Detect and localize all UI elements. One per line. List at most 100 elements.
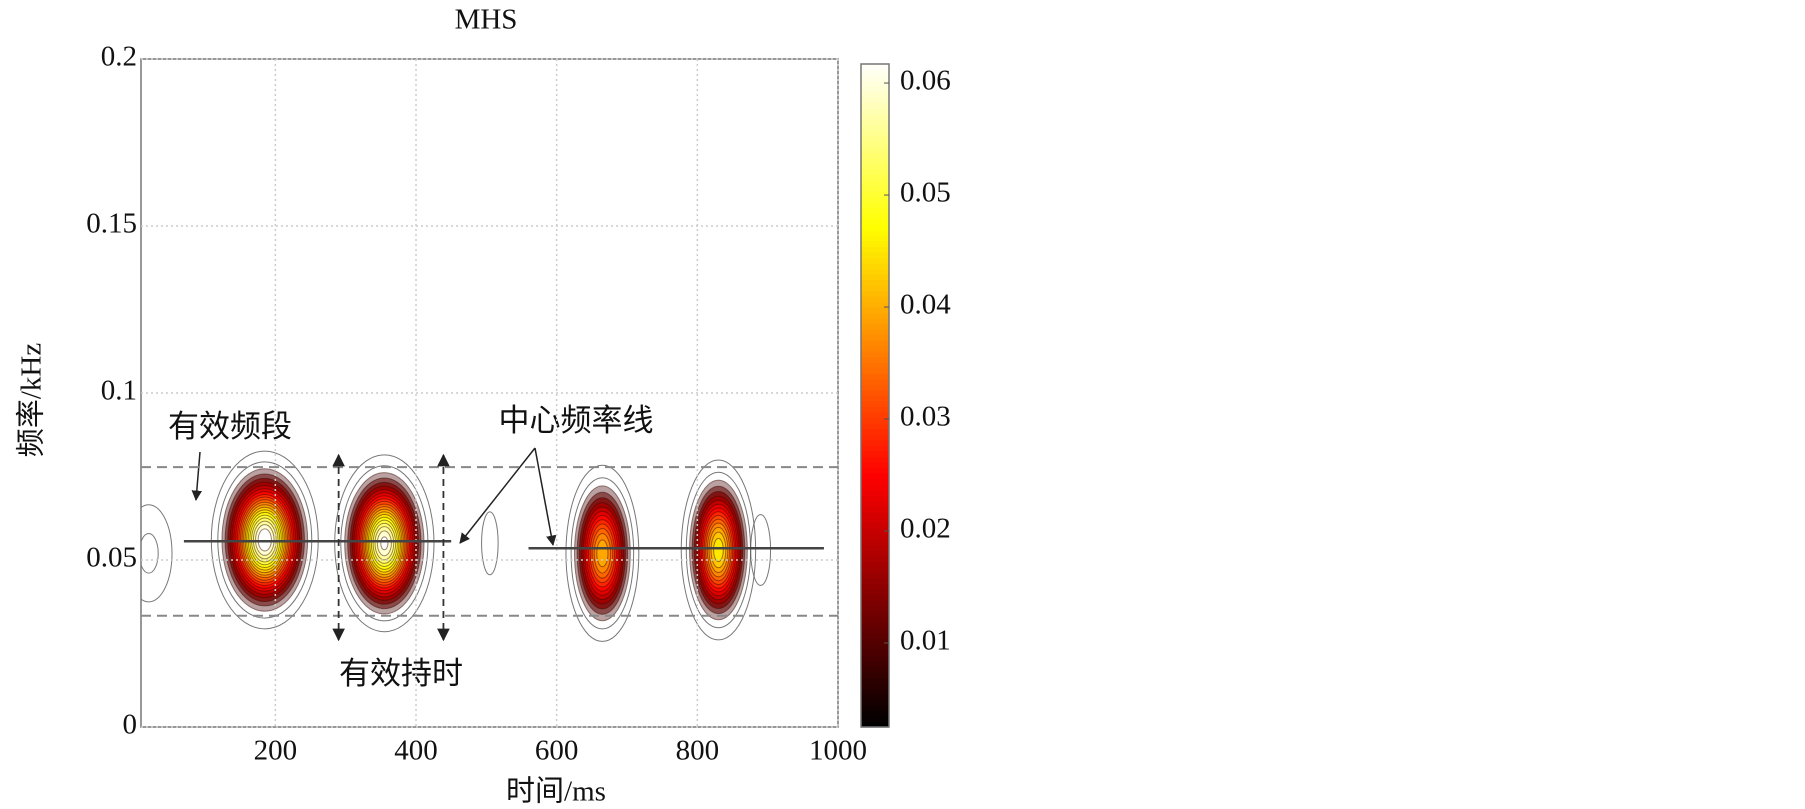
colorbar-cell — [861, 594, 889, 601]
colorbar-cell — [861, 633, 889, 640]
colorbar-cell — [861, 461, 889, 468]
colorbar-cell — [861, 688, 889, 695]
colorbar-cell — [861, 323, 889, 330]
colorbar-cell — [861, 555, 889, 562]
y-tick-label: 0.2 — [101, 41, 137, 73]
colorbar-cell — [861, 196, 889, 203]
x-tick-label: 800 — [676, 735, 720, 767]
colorbar-tick-label: 0.02 — [900, 513, 951, 545]
colorbar-cell — [861, 152, 889, 159]
colorbar-cell — [861, 119, 889, 126]
colorbar-cell — [861, 638, 889, 645]
x-tick-label: 1000 — [809, 735, 867, 767]
colorbar-cell — [861, 467, 889, 474]
colorbar-tick-label: 0.05 — [900, 177, 951, 209]
colorbar-cell — [861, 472, 889, 479]
colorbar-cell — [861, 378, 889, 386]
colorbar-cell — [861, 174, 889, 181]
colorbar-cell — [861, 682, 889, 689]
colorbar-cell — [861, 417, 889, 424]
colorbar-cell — [861, 671, 889, 678]
colorbar-cell — [861, 285, 889, 292]
colorbar-cell — [861, 577, 889, 584]
colorbar-cell — [861, 64, 889, 71]
colorbar-cell — [861, 423, 889, 430]
contour — [141, 533, 159, 574]
colorbar-cell — [861, 240, 889, 247]
colorbar-cell — [861, 340, 889, 347]
y-tick-label: 0.1 — [101, 375, 137, 407]
colorbar-cell — [861, 113, 889, 120]
colorbar-cell — [861, 318, 889, 325]
colorbar-cell — [861, 157, 889, 165]
colorbar-cell — [861, 406, 889, 413]
colorbar-cell — [861, 456, 889, 463]
colorbar-cell — [861, 677, 889, 684]
colorbar-cell — [861, 224, 889, 231]
colorbar-cell — [861, 191, 889, 198]
colorbar-cell — [861, 91, 889, 98]
colorbar-cell — [861, 660, 889, 667]
colorbar-cell — [861, 599, 889, 607]
contour — [141, 504, 173, 603]
colorbar-cell — [861, 130, 889, 137]
colorbar-frame — [860, 63, 890, 728]
colorbar-cell — [861, 605, 889, 612]
colorbar-cell — [861, 373, 889, 380]
colorbar-cell — [861, 312, 889, 319]
colorbar-cell — [861, 290, 889, 297]
colorbar-cell — [861, 207, 889, 214]
colorbar-cell — [861, 494, 889, 502]
colorbar-cell — [861, 649, 889, 656]
colorbar-cell — [861, 384, 889, 391]
colorbar-cell — [861, 539, 889, 546]
colorbar-cell — [861, 102, 889, 109]
colorbar-cell — [861, 439, 889, 446]
plot-frame — [140, 58, 839, 728]
colorbar-cell — [861, 483, 889, 491]
colorbar-cell — [861, 622, 889, 629]
y-tick-label: 0.15 — [86, 208, 137, 240]
colorbar-cell — [861, 257, 889, 264]
plot-area — [141, 450, 772, 642]
colorbar-cell — [861, 627, 889, 634]
colorbar-cell — [861, 80, 889, 87]
colorbar-cell — [861, 362, 889, 369]
contour — [750, 514, 772, 586]
colorbar-tick-label: 0.04 — [900, 289, 951, 321]
colorbar-cell — [861, 168, 889, 176]
contour — [596, 539, 609, 568]
colorbar-cell — [861, 561, 889, 568]
colorbar-cell — [861, 296, 889, 303]
contour — [680, 459, 757, 641]
colorbar-cell — [861, 616, 889, 623]
colorbar-cell — [861, 412, 889, 419]
x-axis-label: 时间/ms — [506, 775, 606, 808]
colorbar-cell — [861, 180, 889, 187]
annotation-arrow — [191, 451, 203, 502]
colorbar-cell — [861, 97, 889, 104]
chart-title: MHS — [455, 4, 518, 36]
colorbar-cell — [861, 566, 889, 573]
annotation: 有效频段 — [168, 409, 292, 444]
colorbar-cell — [861, 345, 889, 352]
colorbar-cell — [861, 395, 889, 402]
colorbar-cell — [861, 135, 889, 142]
colorbar-cell — [861, 108, 889, 115]
colorbar-cell — [861, 517, 889, 524]
colorbar-cell — [861, 550, 889, 557]
annotation-arrow — [534, 447, 557, 547]
colorbar-cell — [861, 693, 889, 700]
colorbar-cell — [861, 506, 889, 513]
colorbar-cell — [861, 356, 889, 363]
colorbar-cell — [861, 401, 889, 408]
colorbar-cell — [861, 202, 889, 209]
colorbar-tick-label: 0.01 — [900, 625, 951, 657]
colorbar-cell — [861, 644, 889, 651]
colorbar-cell — [861, 572, 889, 579]
colorbar-cell — [861, 699, 889, 706]
colorbar-cell — [861, 715, 889, 723]
colorbar-cell — [861, 610, 889, 618]
